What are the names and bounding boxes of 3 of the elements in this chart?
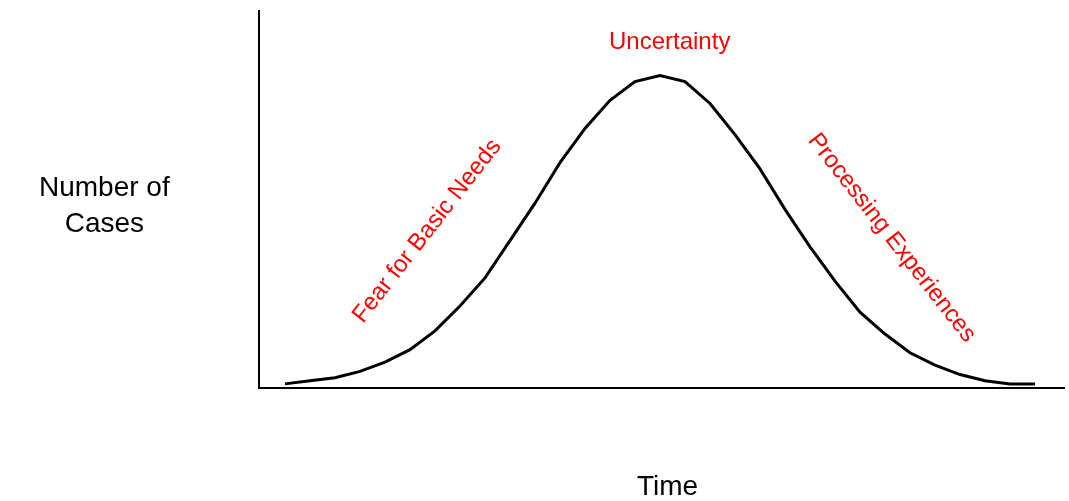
text: Uncertainty [609,27,731,54]
x-axis-title: Time [637,470,699,501]
y-axis-title: Number of Cases [39,171,170,239]
